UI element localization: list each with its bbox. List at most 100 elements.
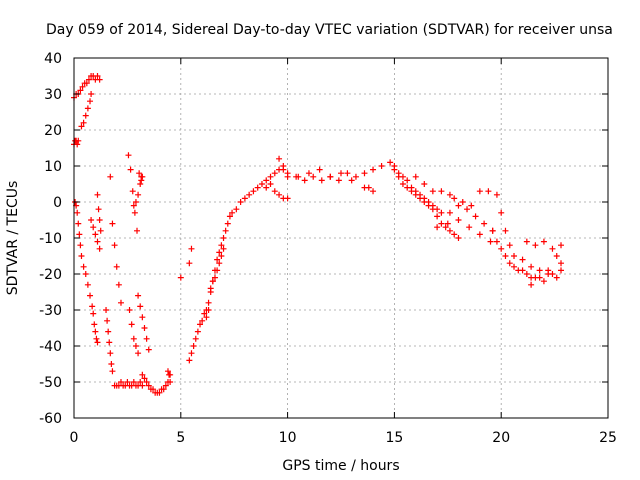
data-point: [130, 379, 137, 385]
data-point: [160, 386, 167, 393]
data-point: [166, 371, 173, 378]
data-point: [162, 382, 169, 389]
data-point: [139, 371, 146, 378]
data-point: [141, 375, 148, 382]
series-s32: [451, 195, 475, 209]
data-point: [455, 217, 462, 223]
data-point: [92, 231, 99, 238]
data-point: [536, 274, 543, 281]
series-s27: [387, 159, 445, 216]
y-tick-label: 20: [44, 123, 62, 139]
data-point: [263, 177, 270, 184]
data-point: [177, 274, 184, 281]
data-point: [132, 199, 139, 205]
data-point: [139, 382, 146, 389]
data-point: [335, 177, 342, 184]
data-point: [77, 87, 84, 94]
data-point: [506, 242, 513, 249]
data-point: [540, 278, 547, 285]
data-point: [271, 170, 278, 177]
data-point: [211, 274, 218, 281]
data-point: [370, 166, 377, 173]
data-point: [135, 191, 142, 198]
data-point: [145, 346, 152, 353]
data-point: [109, 220, 116, 227]
data-point: [164, 368, 171, 375]
data-point: [78, 123, 85, 130]
data-point: [511, 263, 518, 270]
data-point: [276, 191, 283, 198]
x-tick-label: 0: [70, 430, 79, 446]
data-point: [493, 238, 500, 245]
data-point: [188, 350, 195, 357]
data-point: [553, 253, 560, 259]
data-point: [96, 217, 103, 223]
data-point: [203, 314, 210, 321]
y-tick-label: 40: [44, 51, 62, 67]
data-point: [391, 166, 398, 173]
data-point: [233, 206, 240, 213]
data-point: [558, 242, 565, 249]
data-point: [216, 260, 223, 267]
data-point: [188, 245, 195, 252]
data-point: [96, 245, 103, 252]
data-point: [558, 267, 565, 274]
data-point: [117, 379, 124, 385]
y-tick-label: -50: [39, 375, 62, 391]
data-point: [451, 231, 458, 238]
data-point: [115, 281, 122, 288]
data-point: [93, 335, 100, 342]
series-s12: [126, 307, 142, 357]
data-point: [498, 245, 505, 252]
data-point: [125, 152, 132, 159]
y-tick-label: -30: [39, 303, 62, 319]
y-tick-label: -10: [39, 231, 62, 247]
data-point: [104, 317, 111, 324]
series-s11: [125, 152, 141, 234]
series-s5: [72, 199, 101, 346]
data-point: [455, 202, 462, 209]
data-point: [150, 386, 157, 393]
series-s9: [107, 173, 124, 306]
data-point: [203, 307, 210, 313]
data-point: [186, 260, 193, 267]
data-point: [301, 177, 308, 184]
data-point: [444, 220, 451, 227]
series-s1: [71, 137, 82, 148]
x-tick-label: 25: [599, 430, 617, 446]
data-point: [83, 80, 90, 87]
data-point: [201, 310, 208, 317]
data-point: [553, 274, 560, 281]
data-point: [128, 321, 135, 328]
data-point: [506, 260, 513, 267]
data-point: [199, 317, 206, 324]
data-point: [137, 303, 144, 310]
series-s38: [528, 253, 560, 288]
data-point: [220, 235, 227, 241]
data-point: [549, 245, 556, 252]
data-point: [241, 195, 248, 202]
data-point: [429, 188, 436, 195]
data-point: [218, 242, 225, 249]
data-point: [344, 170, 351, 177]
data-point: [438, 220, 445, 227]
x-tick-label: 20: [492, 430, 510, 446]
data-point: [528, 281, 535, 288]
data-point: [136, 170, 143, 177]
data-point: [438, 209, 445, 216]
data-point: [220, 245, 227, 252]
data-point: [82, 112, 89, 119]
data-point: [137, 379, 144, 385]
data-point: [143, 379, 150, 385]
data-point: [442, 224, 449, 231]
data-point: [167, 379, 174, 385]
y-tick-label: 30: [44, 87, 62, 103]
data-point: [214, 267, 221, 274]
data-point: [498, 209, 505, 216]
y-axis-label: SDTVAR / TECUs: [5, 181, 21, 296]
data-point: [226, 213, 233, 220]
data-point: [97, 227, 104, 234]
data-point: [117, 299, 124, 306]
data-point: [412, 191, 419, 198]
